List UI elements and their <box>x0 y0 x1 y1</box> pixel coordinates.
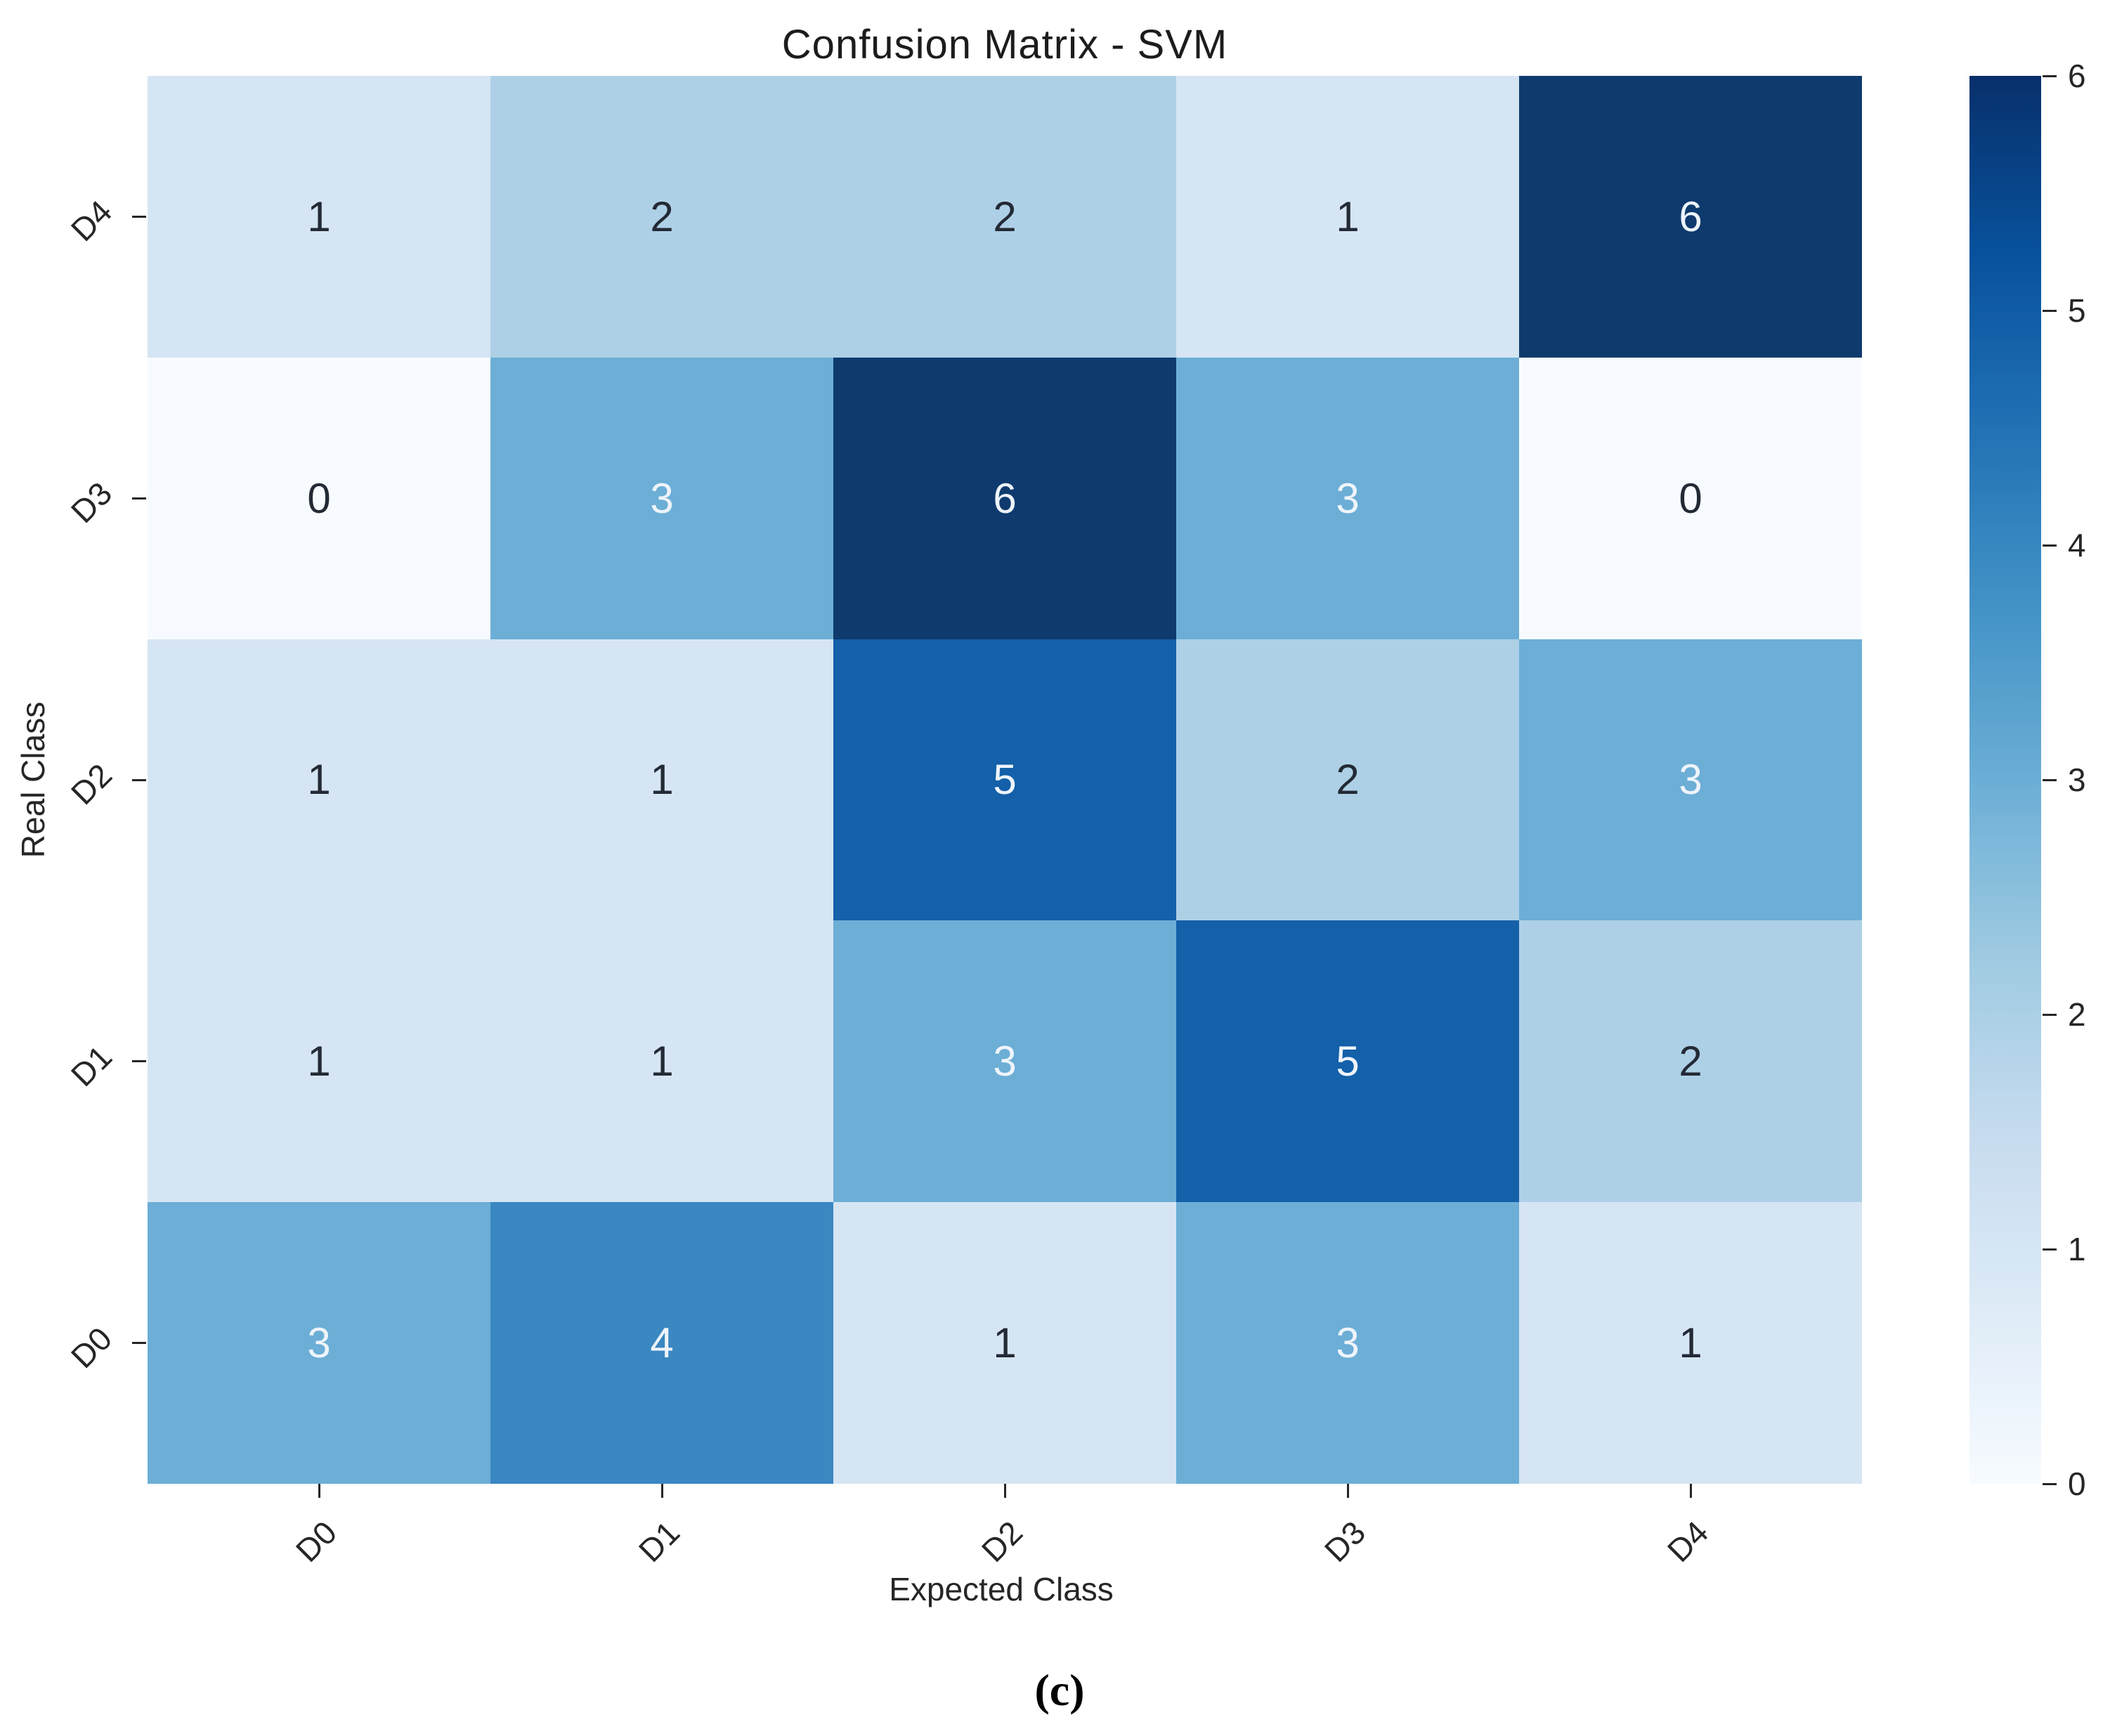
colorbar-tick-label: 0 <box>2068 1466 2086 1502</box>
tick-mark <box>318 1484 320 1498</box>
tick-mark <box>1003 1484 1006 1498</box>
tick-mark <box>1346 1484 1349 1498</box>
colorbar-tick-label: 5 <box>2068 292 2086 329</box>
heatmap-cell: 3 <box>490 357 833 639</box>
heatmap-cell: 4 <box>490 1202 833 1484</box>
tick-mark <box>132 1342 146 1345</box>
tick-mark <box>132 1060 146 1063</box>
heatmap-cell: 0 <box>148 357 490 639</box>
colorbar <box>1969 76 2041 1484</box>
chart-title: Confusion Matrix - SVM <box>781 22 1228 67</box>
colorbar-tick-label: 2 <box>2068 996 2086 1033</box>
tick-mark <box>2043 1482 2057 1485</box>
heatmap-cell: 0 <box>1519 357 1862 639</box>
heatmap-cell: 2 <box>1176 639 1519 921</box>
x-tick-label: D0 <box>288 1513 344 1569</box>
heatmap-cell: 1 <box>148 76 490 358</box>
heatmap-cell: 1 <box>148 639 490 921</box>
tick-mark <box>132 215 146 218</box>
colorbar-tick-label: 6 <box>2068 58 2086 94</box>
heatmap-cell: 3 <box>1176 357 1519 639</box>
y-tick-label: D0 <box>63 1319 119 1375</box>
heatmap-cell: 2 <box>490 76 833 358</box>
heatmap-cell: 5 <box>1176 920 1519 1203</box>
colorbar-tick-label: 1 <box>2068 1231 2086 1267</box>
tick-mark <box>2043 74 2057 77</box>
heatmap-cell: 5 <box>833 639 1176 921</box>
heatmap-cell: 1 <box>490 639 833 921</box>
colorbar-tick-label: 4 <box>2068 527 2086 563</box>
y-tick-label: D2 <box>63 756 119 812</box>
heatmap-cell: 1 <box>490 920 833 1203</box>
tick-mark <box>2043 1248 2057 1251</box>
tick-mark <box>132 778 146 781</box>
heatmap-cell: 3 <box>148 1202 490 1484</box>
tick-mark <box>660 1484 663 1498</box>
tick-mark <box>2043 309 2057 312</box>
x-tick-label: D2 <box>974 1513 1030 1569</box>
tick-mark <box>1689 1484 1692 1498</box>
x-tick-label: D4 <box>1660 1513 1716 1569</box>
x-tick-label: D3 <box>1317 1513 1373 1569</box>
heatmap-cell: 3 <box>833 920 1176 1203</box>
tick-mark <box>2043 778 2057 781</box>
tick-mark <box>132 497 146 500</box>
y-tick-label: D1 <box>63 1038 119 1093</box>
heatmap-cell: 1 <box>1519 1202 1862 1484</box>
heatmap-cell: 2 <box>833 76 1176 358</box>
x-tick-label: D1 <box>631 1513 687 1569</box>
tick-mark <box>2043 1013 2057 1016</box>
x-axis-label: Expected Class <box>889 1571 1114 1607</box>
y-axis-label: Real Class <box>15 701 51 859</box>
heatmap-cell: 6 <box>1519 76 1862 358</box>
tick-mark <box>2043 544 2057 547</box>
y-tick-label: D4 <box>63 193 119 249</box>
heatmap-cell: 6 <box>833 357 1176 639</box>
y-tick-label: D3 <box>63 475 119 530</box>
figure-caption: (c) <box>1034 1665 1085 1715</box>
heatmap-cell: 1 <box>148 920 490 1203</box>
heatmap-cell: 1 <box>1176 76 1519 358</box>
heatmap-cell: 3 <box>1519 639 1862 921</box>
colorbar-tick-label: 3 <box>2068 762 2086 798</box>
heatmap-cell: 3 <box>1176 1202 1519 1484</box>
heatmap-cell: 1 <box>833 1202 1176 1484</box>
heatmap-cell: 2 <box>1519 920 1862 1203</box>
